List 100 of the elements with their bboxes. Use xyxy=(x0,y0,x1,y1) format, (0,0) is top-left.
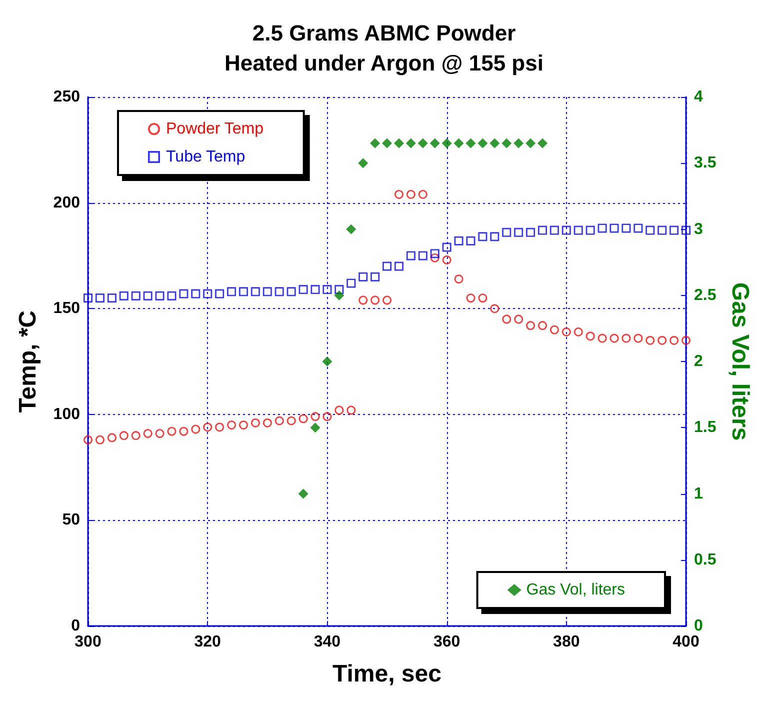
x-tick-label: 320 xyxy=(194,634,222,650)
y-tick-label: 100 xyxy=(53,406,80,423)
point xyxy=(658,226,667,235)
point xyxy=(406,190,416,199)
y2-tick-label: 2 xyxy=(694,353,703,370)
point xyxy=(143,291,152,300)
y2-tick-label: 3.5 xyxy=(694,154,716,172)
point xyxy=(346,224,356,234)
point xyxy=(514,314,524,324)
point xyxy=(131,431,140,440)
point xyxy=(598,334,607,343)
point xyxy=(466,138,476,148)
point xyxy=(526,228,536,237)
point xyxy=(430,249,440,258)
point xyxy=(382,138,392,148)
point xyxy=(346,278,356,288)
chart-title: 2.5 Grams ABMC Powder Heated under Argon @ 155 psi xyxy=(224,20,544,76)
y2-tick-label: 4 xyxy=(694,88,703,106)
point xyxy=(646,226,655,235)
legend-label: Powder Temp xyxy=(166,120,264,138)
point xyxy=(179,289,188,298)
point xyxy=(538,226,547,235)
point xyxy=(358,158,368,168)
point xyxy=(370,138,380,148)
point xyxy=(179,426,188,436)
y2-tick-label: 1.5 xyxy=(694,419,716,436)
x-tick-label: 360 xyxy=(433,634,460,650)
y-tick-label: 150 xyxy=(53,300,80,318)
point xyxy=(610,224,619,233)
point xyxy=(262,287,272,296)
x-tick-label: 400 xyxy=(672,634,700,650)
point xyxy=(658,336,667,345)
x-tick-label: 380 xyxy=(553,634,580,650)
point xyxy=(155,428,164,438)
point xyxy=(310,412,320,422)
point xyxy=(382,262,392,271)
point xyxy=(119,291,128,300)
point xyxy=(562,226,571,235)
point xyxy=(670,226,679,235)
point xyxy=(370,296,380,305)
point xyxy=(454,236,464,246)
point xyxy=(550,325,559,334)
point xyxy=(143,428,152,438)
point xyxy=(526,138,536,148)
point xyxy=(682,336,690,345)
point xyxy=(250,418,260,428)
point xyxy=(454,274,464,284)
point xyxy=(334,406,344,415)
x-tick-label: 300 xyxy=(74,634,102,650)
y-tick-label: 0 xyxy=(71,618,80,634)
point xyxy=(84,294,92,303)
point xyxy=(382,296,392,305)
point xyxy=(550,226,559,235)
point xyxy=(298,488,308,499)
point xyxy=(250,287,260,296)
point xyxy=(598,224,607,233)
point xyxy=(322,412,332,422)
point xyxy=(107,294,116,303)
point xyxy=(538,321,547,330)
point xyxy=(406,138,416,148)
point xyxy=(646,336,655,345)
y2-tick-label: 0 xyxy=(694,618,703,634)
point xyxy=(167,426,176,436)
point xyxy=(95,294,104,303)
point xyxy=(537,138,548,148)
point xyxy=(466,236,476,246)
point xyxy=(358,272,368,282)
point xyxy=(191,289,200,298)
point xyxy=(490,138,500,148)
point xyxy=(466,294,476,303)
point xyxy=(502,228,512,237)
point xyxy=(478,138,488,148)
point xyxy=(84,435,92,444)
point xyxy=(107,433,116,442)
y2-tick-label: 3 xyxy=(694,220,703,238)
point xyxy=(610,334,619,343)
point xyxy=(526,321,536,330)
point xyxy=(274,287,284,296)
point xyxy=(442,242,452,252)
point xyxy=(418,138,428,148)
point xyxy=(442,138,452,148)
point xyxy=(203,422,212,432)
point xyxy=(574,327,583,336)
point xyxy=(586,226,595,235)
point xyxy=(322,285,332,294)
point xyxy=(514,138,524,148)
point xyxy=(394,138,404,148)
point xyxy=(574,226,583,235)
point xyxy=(490,232,500,242)
y2-axis-title: Gas Vol, liters xyxy=(726,282,754,441)
point xyxy=(191,424,200,434)
point xyxy=(119,431,128,440)
x-tick-label: 340 xyxy=(314,634,341,650)
y2-tick-label: 0.5 xyxy=(694,551,716,568)
point xyxy=(238,287,248,296)
point xyxy=(418,190,428,199)
point xyxy=(215,422,224,432)
point xyxy=(502,138,512,148)
point xyxy=(298,414,308,424)
point xyxy=(262,418,272,428)
